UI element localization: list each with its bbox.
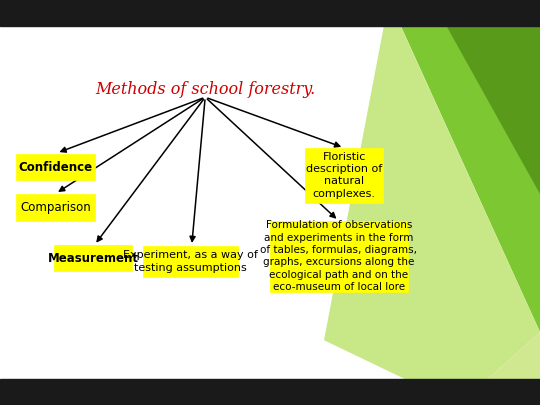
- FancyBboxPatch shape: [16, 154, 94, 180]
- Polygon shape: [459, 332, 540, 405]
- FancyBboxPatch shape: [143, 246, 238, 277]
- Polygon shape: [324, 0, 540, 405]
- FancyBboxPatch shape: [305, 148, 383, 202]
- Text: Formulation of observations
and experiments in the form
of tables, formulas, dia: Formulation of observations and experime…: [260, 220, 417, 292]
- Bar: [0, 0, 540, 26]
- Polygon shape: [432, 0, 540, 194]
- Bar: [0, 379, 540, 405]
- FancyBboxPatch shape: [54, 245, 132, 271]
- FancyBboxPatch shape: [270, 221, 408, 292]
- Polygon shape: [389, 0, 540, 332]
- Text: Methods of school forestry.: Methods of school forestry.: [95, 81, 315, 98]
- Text: Comparison: Comparison: [20, 201, 91, 214]
- Text: Confidence: Confidence: [18, 160, 92, 174]
- Text: Experiment, as a way of
testing assumptions: Experiment, as a way of testing assumpti…: [123, 250, 258, 273]
- Text: Measurement: Measurement: [48, 252, 139, 265]
- Text: Floristic
description of
natural
complexes.: Floristic description of natural complex…: [306, 151, 382, 199]
- FancyBboxPatch shape: [16, 194, 94, 221]
